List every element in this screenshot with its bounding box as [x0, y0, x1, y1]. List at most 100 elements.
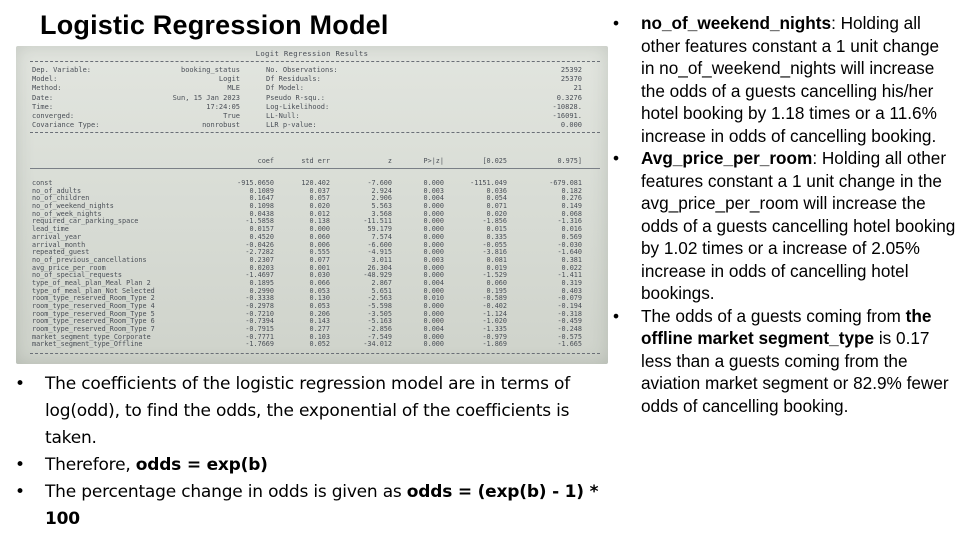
- summary-header-key: Df Residuals:: [266, 75, 321, 84]
- bullet-bold-text: the offline market segment_type: [641, 305, 932, 349]
- summary-header-row: Model: Logit Df Residuals: 25370: [32, 75, 592, 84]
- coefficient-cell: 2.867: [371, 278, 392, 287]
- coefficient-row: market_segment_type_Corporate -0.7771 0.10…: [32, 332, 592, 342]
- coefficient-cell: -1.640: [557, 248, 582, 257]
- coefficient-cell: 0.149: [561, 202, 582, 211]
- coefficient-cell: -1.411: [557, 271, 582, 280]
- coefficient-variable-name: required_car_parking_space: [32, 217, 139, 226]
- coefficient-cell: -0.979: [482, 332, 507, 341]
- coefficient-row: type_of_meal_plan_Not Selected 0.2990 0.05…: [32, 286, 592, 296]
- coefficient-cell: 0.004: [423, 194, 444, 203]
- coefficient-cell: -1.316: [557, 217, 582, 226]
- summary-header-value: 25392: [560, 66, 582, 74]
- summary-header-key: Time:: [32, 102, 54, 111]
- bullet-text: The odds of a guests coming from the off…: [641, 306, 949, 416]
- coefficient-variable-name: room_type_reserved_Room_Type 5: [32, 309, 155, 318]
- coefficient-cell: -0.402: [482, 302, 507, 310]
- coefficient-cell: -1.869: [482, 340, 507, 349]
- bullet-text-run: : Holding all other features constant a …: [641, 148, 956, 303]
- coefficient-row: lead_time 0.0157 0.000 59.179 0.000 0.015 0.01…: [32, 225, 592, 234]
- coefficient-cell: -1.529: [482, 271, 507, 280]
- coefficient-cell: 0.1098: [249, 202, 274, 211]
- coefficient-cell: 0.0203: [249, 263, 274, 272]
- coefficient-row: no_of_special_requests -1.4697 0.030 -48.92…: [32, 272, 592, 280]
- coefficient-variable-name: type_of_meal_plan_Meal Plan 2: [32, 278, 151, 287]
- bullet-text: Therefore, odds = exp(b): [45, 452, 613, 479]
- coefficient-cell: 0.060: [486, 278, 507, 287]
- coefficient-cell: 0.003: [423, 186, 444, 195]
- summary-header-key: Date:: [32, 93, 54, 102]
- coefficient-row: required_car_parking_space -1.5858 0.138 -1…: [32, 218, 592, 226]
- coefficient-cell: 0.000: [423, 209, 444, 218]
- coefficient-table-header: coef std err z P>|z| [0.025 0.975]: [32, 157, 592, 166]
- coefficient-cell: 0.000: [423, 263, 444, 272]
- coefficient-row: type_of_meal_plan_Meal Plan 2 0.1895 0.066…: [32, 278, 592, 288]
- summary-top-rule: [30, 61, 600, 62]
- coefficient-cell: 0.2990: [249, 286, 274, 295]
- coefficient-column-header: [0.025: [482, 157, 507, 165]
- coefficient-column-header: z: [387, 157, 392, 165]
- summary-header-key: converged:: [32, 111, 75, 120]
- summary-header-key: Log-Likelihood:: [266, 102, 330, 111]
- coefficient-cell: 0.060: [309, 232, 330, 241]
- coefficient-cell: 120.402: [301, 179, 330, 187]
- coefficient-cell: 0.000: [423, 217, 444, 226]
- coefficient-variable-name: market_segment_type_Offline: [32, 340, 143, 349]
- coefficient-cell: 0.003: [423, 255, 444, 264]
- coefficient-cell: 0.066: [309, 278, 330, 287]
- coefficient-cell: 0.000: [423, 240, 444, 249]
- coefficient-cell: 59.179: [367, 225, 392, 234]
- coefficient-cell: 0.012: [309, 209, 330, 218]
- summary-header-key: Dep. Variable:: [32, 66, 92, 74]
- coefficient-row: room_type_reserved_Room_Type 4 -0.2978 0.0…: [32, 302, 592, 311]
- coefficient-cell: 0.019: [486, 263, 507, 272]
- coefficient-row: no_of_adults 0.1089 0.037 2.924 0.003 0.036 0.…: [32, 186, 592, 196]
- coefficient-cell: 0.000: [423, 225, 444, 234]
- coefficient-variable-name: room_type_reserved_Room_Type 2: [32, 294, 155, 303]
- coefficient-cell: -2.563: [367, 294, 392, 303]
- coefficient-row: no_of_weekend_nights 0.1098 0.020 5.563 0.00…: [32, 202, 592, 211]
- coefficient-cell: 0.1089: [249, 186, 274, 195]
- coefficient-cell: 0.143: [309, 317, 330, 326]
- coefficient-cell: -0.459: [557, 317, 582, 326]
- coefficient-row: room_type_reserved_Room_Type 5 -0.7210 0.2…: [32, 309, 592, 319]
- bullet-icon: •: [613, 13, 620, 33]
- coefficient-variable-name: lead_time: [32, 225, 69, 234]
- coefficient-cell: 0.1647: [249, 194, 274, 203]
- coefficient-column-header: coef: [257, 157, 274, 165]
- right-bullet-item: • Avg_price_per_room: Holding all other f…: [611, 147, 956, 305]
- coefficient-cell: 0.010: [423, 294, 444, 303]
- coefficient-column-header: P>|z|: [423, 157, 444, 165]
- bullet-text: Avg_price_per_room: Holding all other fe…: [641, 148, 955, 303]
- coefficient-cell: 0.000: [423, 332, 444, 341]
- summary-header-rule: [30, 132, 600, 133]
- coefficient-cell: -1.020: [482, 317, 507, 326]
- coefficient-cell: 0.569: [561, 232, 582, 241]
- coefficient-cell: 0.004: [423, 325, 444, 334]
- bullet-icon: •: [613, 305, 620, 326]
- coefficient-cell: -1.335: [482, 325, 507, 334]
- coefficient-cell: 7.574: [371, 232, 392, 241]
- coefficient-cell: 0.053: [309, 286, 330, 295]
- coefficient-cell: 5.563: [371, 202, 392, 211]
- coefficient-variable-name: market_segment_type_Corporate: [32, 332, 151, 341]
- summary-header-value: 0.3276: [556, 93, 582, 102]
- left-bullet-list: • The coefficients of the logistic regres…: [15, 371, 613, 533]
- coefficient-row: market_segment_type_Offline -1.7669 0.052 -…: [32, 341, 592, 349]
- bullet-icon: •: [15, 455, 26, 475]
- coefficient-cell: 0.037: [309, 186, 330, 195]
- coefficient-cell: -1.4697: [245, 271, 274, 280]
- left-bullet-item: • Therefore, odds = exp(b): [15, 452, 613, 479]
- summary-header-value: nonrobust: [202, 121, 240, 130]
- summary-header-row: Dep. Variable: booking_status No. Observat…: [32, 66, 592, 75]
- bullet-text: The coefficients of the logistic regress…: [45, 371, 613, 452]
- coefficient-cell: -6.600: [367, 240, 392, 249]
- coefficient-cell: 0.000: [423, 340, 444, 349]
- coefficient-variable-name: arrival_month: [32, 240, 86, 249]
- coefficient-cell: -1.5858: [245, 217, 274, 226]
- coefficient-cell: -0.589: [482, 294, 507, 303]
- coefficient-cell: -7.600: [367, 179, 392, 187]
- coefficient-cell: -0.7210: [245, 309, 274, 318]
- coefficient-cell: 0.071: [486, 202, 507, 211]
- bullet-text: The percentage change in odds is given a…: [45, 479, 613, 533]
